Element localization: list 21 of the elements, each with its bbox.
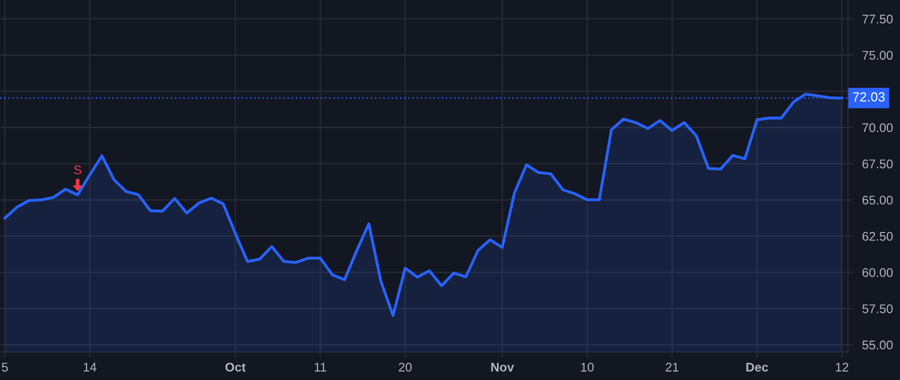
y-tick-label: 60.00 <box>862 268 893 277</box>
y-tick-label: 55.00 <box>862 340 893 350</box>
x-tick-label: 14 <box>84 362 96 372</box>
y-tick-label: 62.50 <box>862 232 893 241</box>
x-tick-label: Dec <box>746 362 768 372</box>
x-tick-label: 12 <box>836 362 848 372</box>
x-tick-label: 10 <box>581 362 594 372</box>
x-tick-label: 5 <box>2 362 8 372</box>
x-tick-label: 11 <box>314 362 326 372</box>
x-tick-label: Nov <box>491 362 514 372</box>
x-tick-label: Oct <box>225 362 246 372</box>
y-tick-label: 70.00 <box>862 123 893 132</box>
y-tick-label: 67.50 <box>862 159 893 168</box>
y-tick-label: 65.00 <box>862 196 893 205</box>
x-tick-label: 21 <box>666 362 678 372</box>
annotation: S <box>74 165 82 174</box>
ref-line-label: 72.03 <box>852 92 885 102</box>
y-tick-label: 77.50 <box>862 14 893 24</box>
y-tick-label: 75.00 <box>862 50 893 60</box>
y-tick-label: 57.50 <box>862 304 893 314</box>
x-tick-label: 20 <box>398 362 412 372</box>
